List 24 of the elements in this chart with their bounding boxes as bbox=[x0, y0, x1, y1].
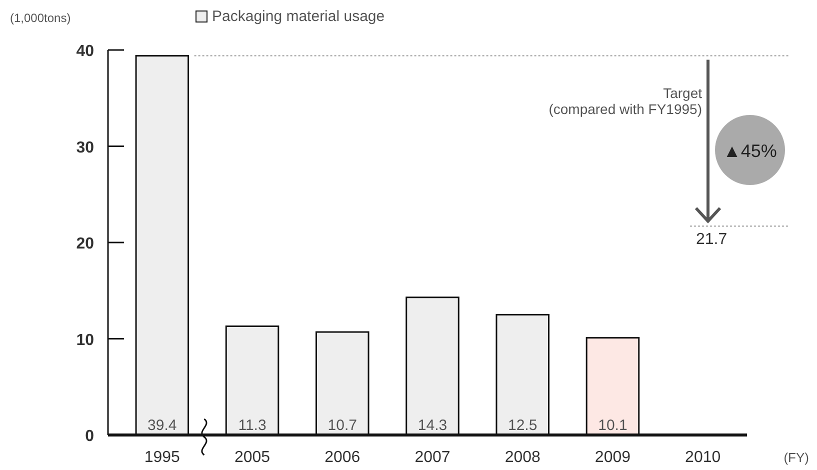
data-label: 39.4 bbox=[148, 417, 177, 434]
data-label: 12.5 bbox=[508, 417, 538, 434]
x-tick-label: 2007 bbox=[414, 449, 450, 466]
y-tick-label: 40 bbox=[76, 43, 94, 60]
y-tick-label: 20 bbox=[76, 236, 94, 252]
y-axis-title: (1,000tons) bbox=[10, 11, 71, 25]
annotation: ▲45% bbox=[723, 141, 777, 161]
x-tick-label: 2008 bbox=[504, 449, 541, 466]
data-label: 11.3 bbox=[238, 417, 266, 434]
x-tick-label: 2010 bbox=[685, 449, 721, 466]
data-label: 10.1 bbox=[598, 417, 628, 434]
legend-label: Packaging material usage bbox=[212, 8, 385, 25]
x-tick-label: 1995 bbox=[144, 449, 180, 466]
x-tick-label: 2006 bbox=[324, 449, 360, 466]
y-tick-label: 10 bbox=[76, 332, 94, 349]
y-tick-label: 30 bbox=[76, 139, 94, 156]
x-tick-label: 2009 bbox=[594, 449, 631, 466]
y-tick-label: 0 bbox=[85, 428, 94, 445]
ref-line-label: 21.7 bbox=[696, 231, 728, 248]
x-tick-label: 2005 bbox=[234, 449, 270, 466]
data-label: 10.7 bbox=[328, 417, 357, 434]
data-label: 14.3 bbox=[418, 417, 448, 434]
x-axis-title: (FY) bbox=[784, 450, 809, 465]
annotation: Target (compared with FY1995) bbox=[548, 85, 702, 117]
